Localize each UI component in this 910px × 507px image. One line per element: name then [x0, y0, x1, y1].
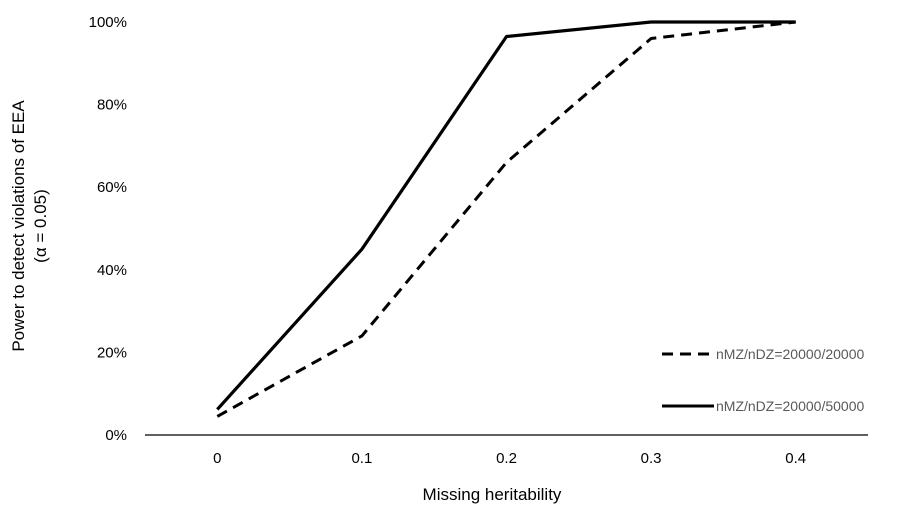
y-tick-label: 100%: [89, 14, 127, 31]
x-tick-label: 0.3: [641, 450, 662, 467]
legend-label-1: nMZ/nDZ=20000/20000: [716, 346, 864, 362]
x-tick-label: 0.4: [785, 450, 806, 467]
y-tick-label: 60%: [97, 179, 127, 196]
series-line-2: [216, 20, 796, 411]
y-tick-label: 80%: [97, 97, 127, 114]
y-tick-label: 20%: [97, 344, 127, 361]
legend-label-2: nMZ/nDZ=20000/50000: [716, 398, 864, 414]
y-tick-label: 0%: [105, 427, 127, 444]
x-tick-label: 0: [213, 450, 221, 467]
legend: nMZ/nDZ=20000/20000 nMZ/nDZ=20000/50000: [662, 346, 864, 414]
y-tick-label: 40%: [97, 262, 127, 279]
series-layer: [216, 20, 796, 418]
series-line-1: [216, 20, 796, 418]
y-axis-title-line2: (α = 0.05): [31, 189, 50, 263]
x-tick-label: 0.2: [496, 450, 517, 467]
x-axis-ticks: 0 0.1 0.2 0.3 0.4: [213, 450, 806, 467]
y-axis-ticks: 0% 20% 40% 60% 80% 100%: [89, 14, 127, 444]
x-axis-title: Missing heritability: [423, 485, 562, 504]
x-tick-label: 0.1: [351, 450, 372, 467]
y-axis-title-line1: Power to detect violations of EEA: [9, 100, 28, 352]
